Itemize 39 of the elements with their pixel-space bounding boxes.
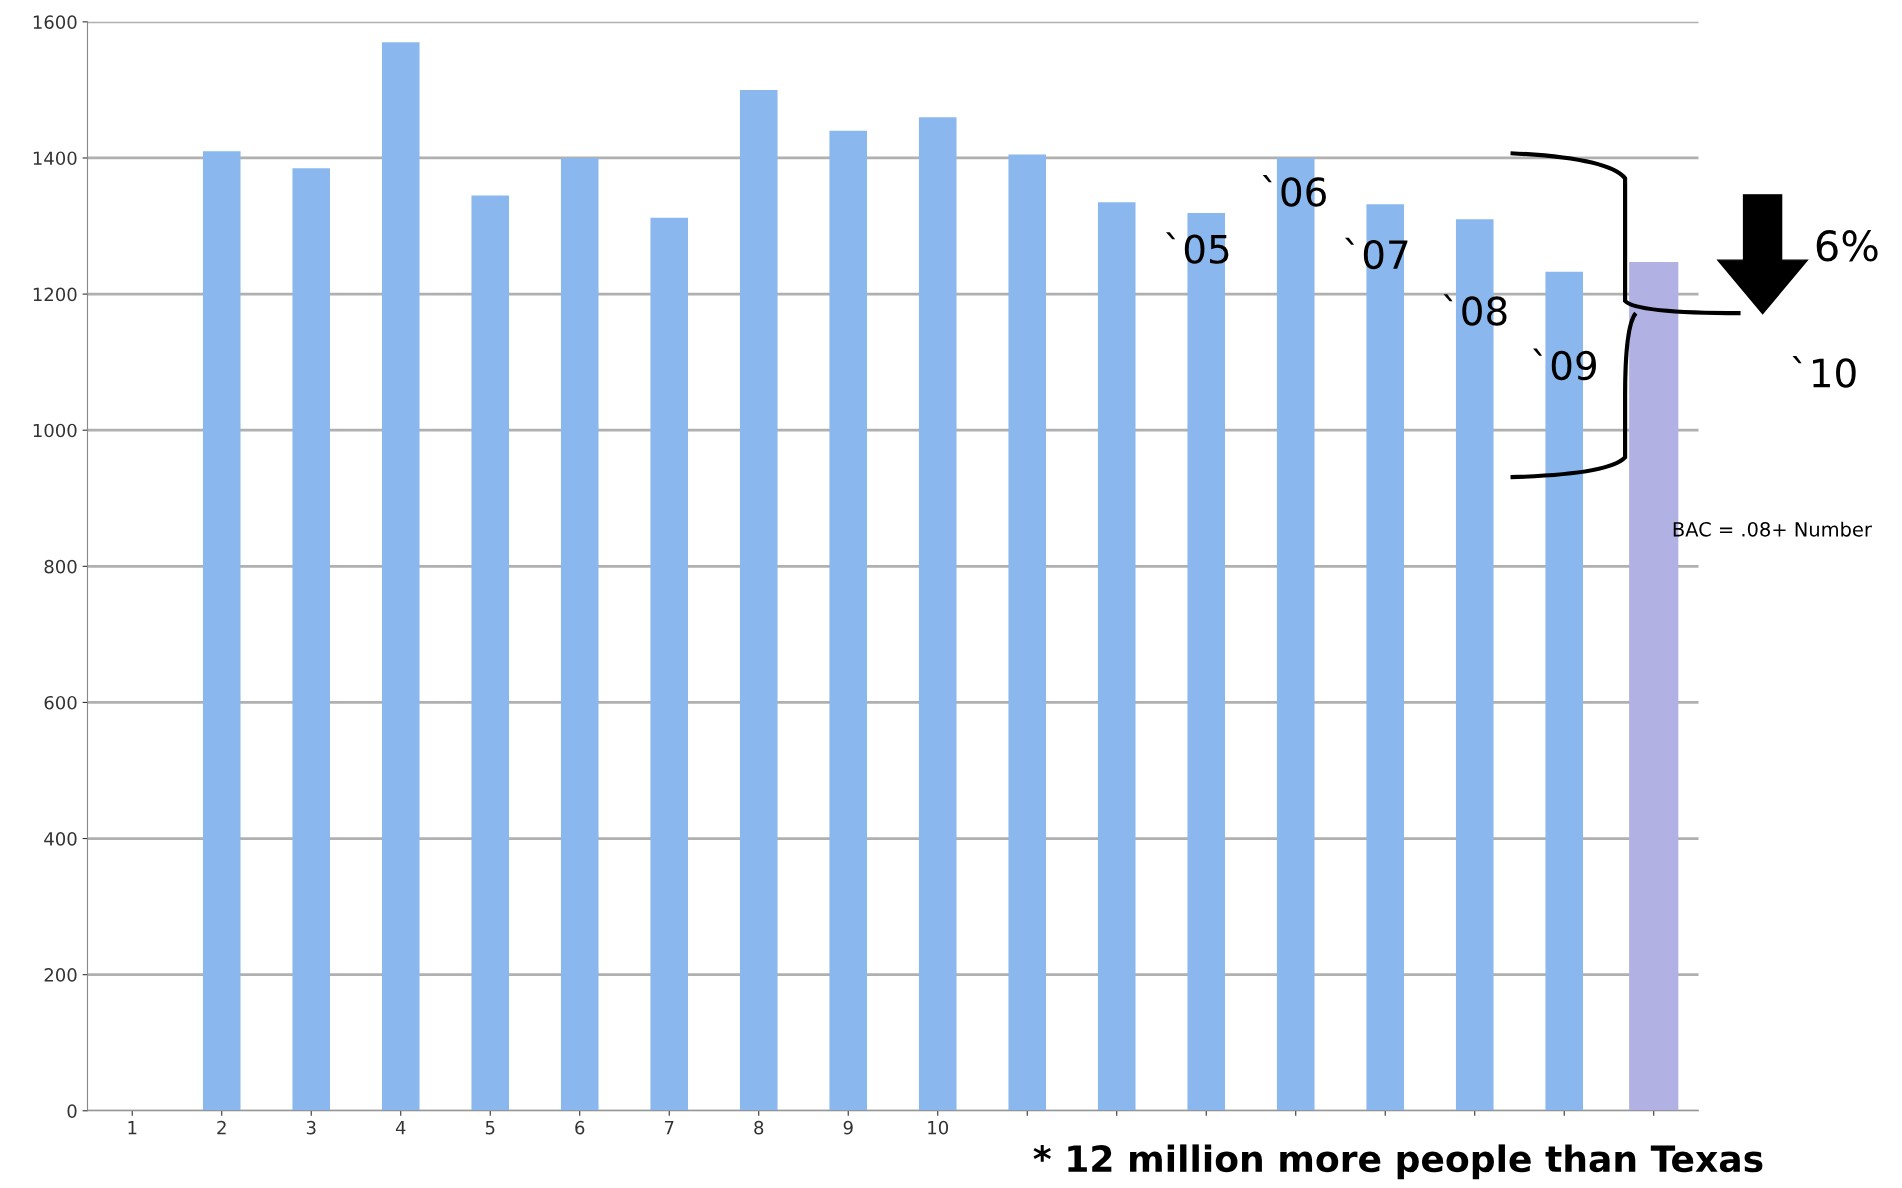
x-tick-label: 1 [128,1121,137,1135]
x-tick-label: 3 [306,1120,316,1135]
bar [918,117,957,1111]
x-tick-label: 4 [395,1121,406,1135]
x-tick-label: 6 [575,1120,585,1135]
y-tick-label: 1200 [33,287,77,302]
annotation: `07 [1345,237,1408,270]
bar [739,89,778,1111]
bar [1097,202,1136,1111]
annotation: BAC = .08+ Number [1673,521,1872,537]
bar [292,168,331,1111]
y-tick-label: 1600 [33,15,77,29]
bar [471,195,510,1111]
text: 6% [1816,230,1878,262]
annotation: `09 [1533,348,1596,381]
annotation: `05 [1166,232,1229,264]
text: `10 [1792,356,1856,388]
bar [829,130,868,1111]
y-tick-label: 1000 [33,423,77,438]
bar [381,42,420,1111]
y-tick-label: 200 [44,968,77,982]
bar [650,217,689,1111]
text: * 12 million more people than Texas [1033,1144,1763,1180]
y-tick-label: 600 [44,695,77,710]
x-tick-label: 9 [843,1120,853,1135]
y-tick-label: 400 [44,832,77,846]
x-tick-label: 5 [485,1121,495,1135]
y-tick-label: 0 [67,1104,77,1118]
annotation: `06 [1262,175,1326,207]
x-tick-label: 10 [928,1120,949,1135]
y-tick-label: 800 [44,559,77,574]
y-tick-label: 1400 [33,151,77,166]
x-tick-label: 8 [754,1120,764,1135]
bar [202,151,241,1111]
annotation: `08 [1443,294,1507,326]
x-tick-label: 7 [664,1121,674,1135]
bar [560,157,599,1111]
x-tick-label: 2 [217,1120,226,1135]
bar [1008,154,1047,1111]
